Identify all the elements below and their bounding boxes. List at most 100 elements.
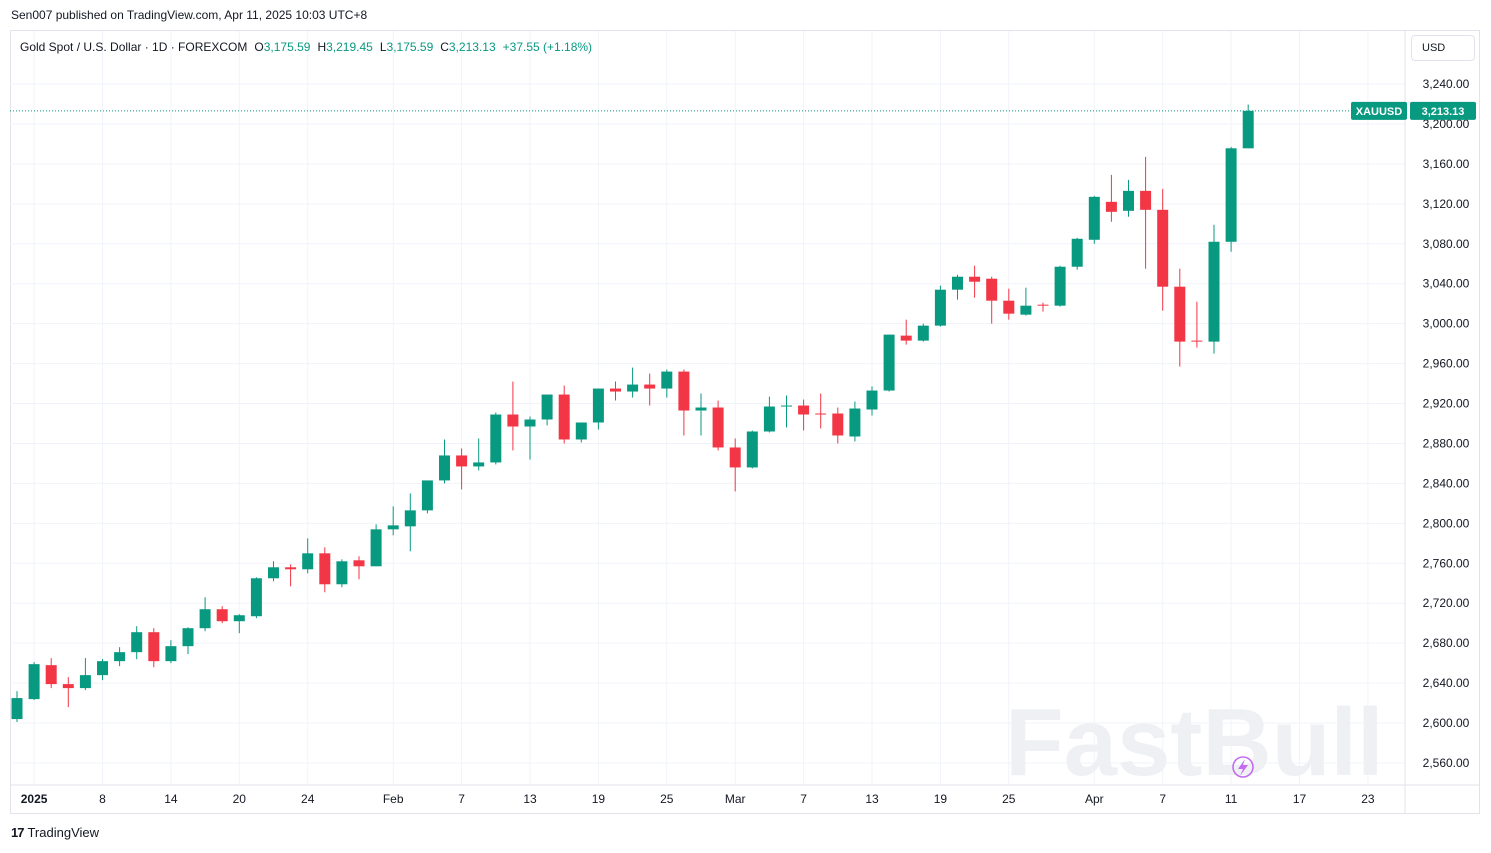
time-axis-label: 19 — [934, 792, 948, 806]
time-axis-label: 25 — [660, 792, 674, 806]
candle-body — [866, 390, 878, 410]
candle-body — [353, 560, 365, 567]
candle — [661, 369, 673, 398]
candle — [182, 627, 194, 655]
candle-body — [832, 413, 844, 436]
candle-body — [370, 529, 382, 567]
candle-body — [1225, 148, 1237, 242]
price-axis-label: 3,080.00 — [1423, 237, 1470, 251]
candle — [1105, 174, 1117, 222]
candle — [11, 691, 23, 723]
high-value: 3,219.45 — [326, 40, 373, 54]
candle-body — [883, 334, 895, 391]
time-axis-label: 23 — [1361, 792, 1375, 806]
candle-body — [746, 431, 758, 468]
time-axis-label: 7 — [458, 792, 465, 806]
candle — [387, 506, 399, 536]
candle-body — [900, 335, 912, 341]
candle — [729, 438, 741, 492]
time-axis-label: 7 — [800, 792, 807, 806]
published-caption: Sen007 published on TradingView.com, Apr… — [11, 8, 368, 22]
price-tag: XAUUSD 3,213.13 — [1351, 101, 1476, 120]
watermark-text: FastBull — [1005, 689, 1384, 796]
candle-body — [45, 665, 57, 685]
candle-body — [524, 419, 536, 427]
symbol-legend: Gold Spot / U.S. Dollar · 1D · FOREXCOM O… — [20, 40, 592, 54]
candle — [541, 394, 553, 426]
grid-lines — [10, 31, 1405, 785]
candle-body — [216, 609, 228, 622]
candle-body — [131, 632, 143, 653]
candle — [131, 626, 143, 660]
candle — [319, 547, 331, 593]
candle-body — [1242, 110, 1254, 149]
candle — [815, 393, 827, 429]
price-axis-label: 2,720.00 — [1423, 596, 1470, 610]
candle — [917, 323, 929, 342]
candle-body — [558, 394, 570, 440]
candle-body — [1054, 266, 1066, 306]
candle-body — [387, 525, 399, 530]
chart-frame — [10, 30, 1480, 814]
candle — [849, 401, 861, 442]
candle — [370, 524, 382, 567]
time-axis-label: 19 — [592, 792, 606, 806]
candle — [1191, 301, 1203, 348]
candle — [746, 430, 758, 469]
candle — [832, 407, 844, 444]
price-axis-label: 2,840.00 — [1423, 476, 1470, 490]
candle-body — [268, 567, 279, 579]
candle — [1123, 179, 1134, 217]
candle — [268, 561, 279, 582]
candle — [165, 640, 177, 664]
candle — [627, 367, 639, 398]
candle-body — [763, 406, 775, 432]
candle-body — [456, 455, 468, 467]
time-axis-label: 17 — [1293, 792, 1307, 806]
candle — [900, 319, 912, 345]
time-axis-label: 13 — [865, 792, 879, 806]
candle — [1140, 156, 1152, 269]
candle-body — [285, 567, 297, 570]
time-axis-label: Feb — [383, 792, 404, 806]
candle — [114, 647, 126, 667]
candle — [781, 395, 792, 428]
candle-body — [952, 276, 963, 290]
open-label: O — [254, 40, 264, 54]
price-axis: 2,560.00 2,600.00 2,640.00 2,680.00 2,720.00… — [1404, 31, 1470, 813]
candle-body — [1105, 201, 1117, 212]
candle — [79, 658, 91, 691]
candle-body — [934, 289, 946, 326]
candle — [986, 276, 998, 324]
close-value: 3,213.13 — [448, 40, 496, 54]
candle-body — [712, 407, 724, 448]
candle-body — [695, 407, 707, 411]
candle-body — [1140, 190, 1152, 210]
candle-body — [1020, 305, 1032, 315]
candle — [285, 564, 297, 587]
price-axis-label: 3,040.00 — [1423, 277, 1470, 291]
candle-body — [404, 510, 416, 527]
candle — [644, 373, 656, 406]
tradingview-logo[interactable]: 17 TradingView — [11, 825, 99, 840]
candle — [1003, 288, 1015, 320]
change-value: +37.55 (+1.18%) — [502, 40, 593, 54]
currency-button[interactable]: USD — [1411, 35, 1475, 61]
price-axis-label: 2,920.00 — [1423, 397, 1470, 411]
candle-body — [439, 455, 450, 481]
candle-body — [1174, 286, 1186, 342]
candle — [28, 662, 40, 701]
candle-body — [969, 276, 981, 282]
candle-body — [114, 652, 126, 662]
time-axis-label: 7 — [1159, 792, 1166, 806]
candle — [421, 480, 433, 514]
instrument-name[interactable]: Gold Spot / U.S. Dollar · 1D · FOREXCOM — [20, 40, 248, 54]
candle — [1225, 146, 1237, 252]
candle — [1088, 195, 1100, 244]
candle — [558, 385, 570, 444]
candle — [866, 386, 878, 416]
candle-body — [798, 405, 810, 415]
candle-body — [781, 405, 792, 407]
candle-body — [1037, 304, 1049, 306]
